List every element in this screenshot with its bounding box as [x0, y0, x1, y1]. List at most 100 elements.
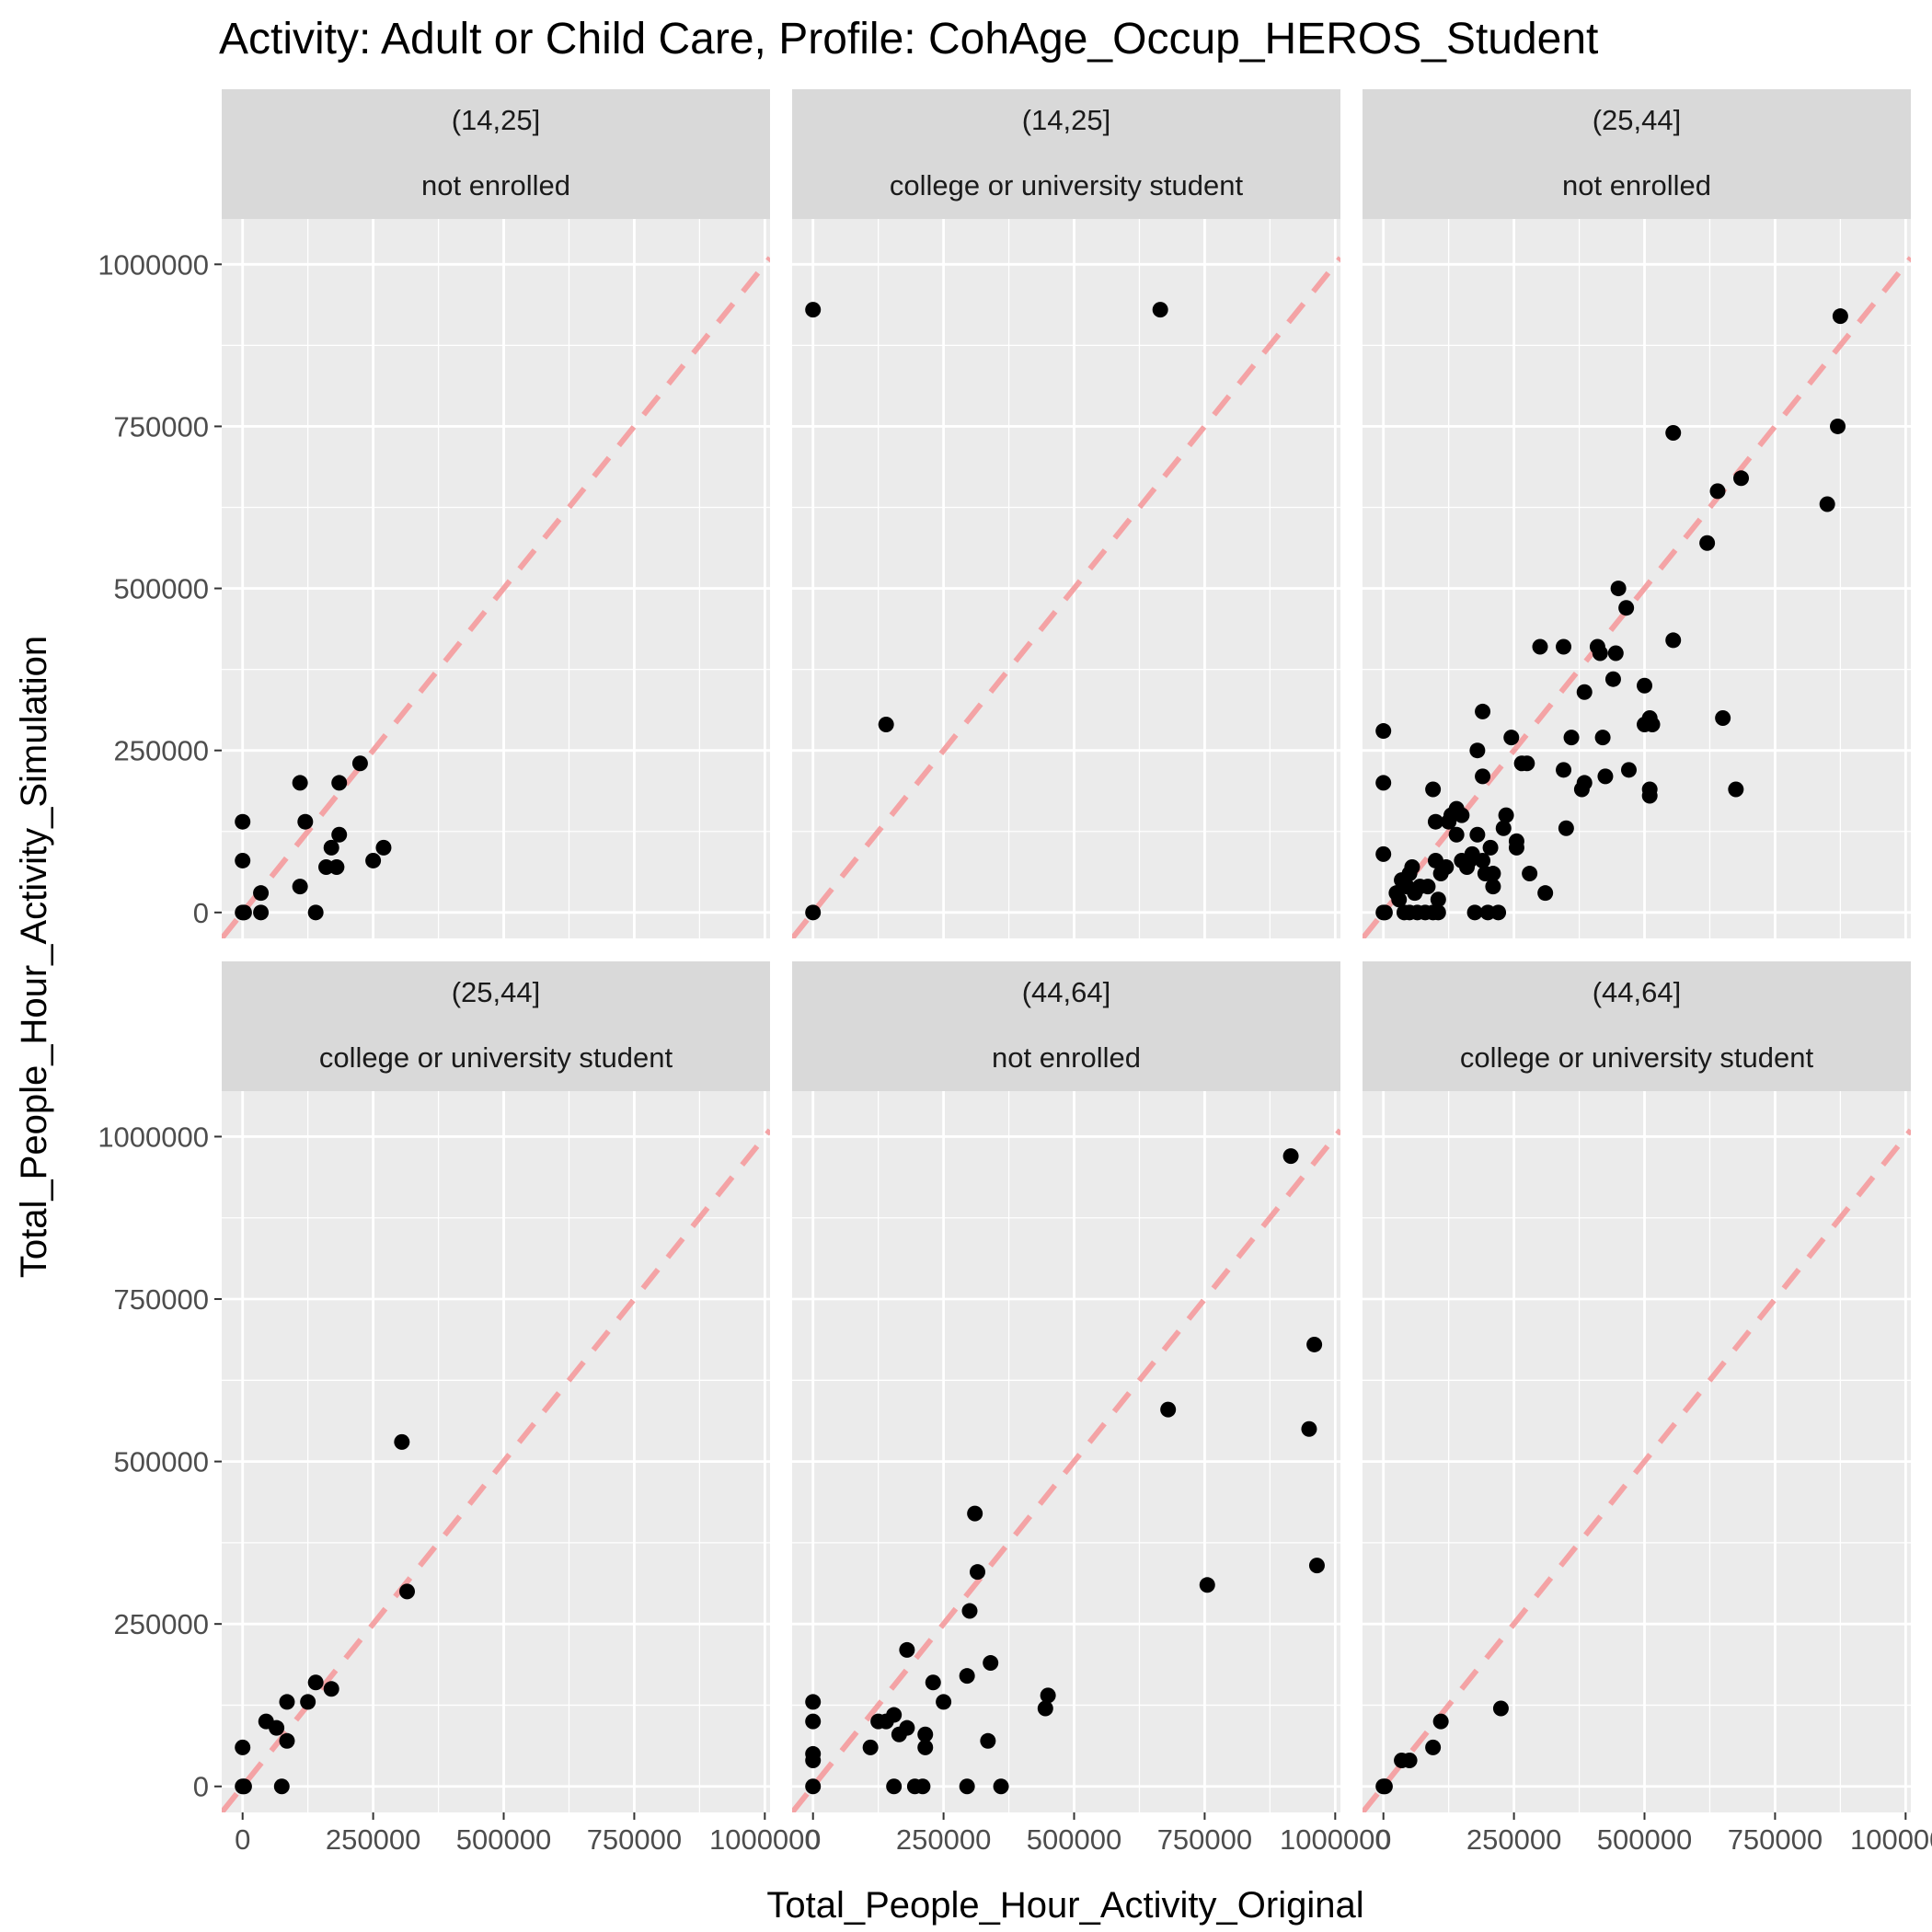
- strip-label: (25,44]: [452, 976, 541, 1008]
- data-point: [1522, 866, 1538, 882]
- x-tick-label: 0: [235, 1823, 250, 1856]
- data-point: [1469, 742, 1486, 759]
- strip-label: (14,25]: [452, 104, 541, 136]
- data-point: [1199, 1577, 1215, 1593]
- data-point: [1709, 483, 1726, 500]
- data-point: [1375, 845, 1392, 862]
- y-tick-label: 0: [193, 1771, 209, 1803]
- panel-background: [792, 219, 1340, 938]
- x-tick-label: 0: [1375, 1823, 1391, 1856]
- data-point: [292, 775, 308, 791]
- data-point: [1404, 859, 1420, 876]
- data-point: [1375, 775, 1392, 791]
- data-point: [805, 1694, 822, 1710]
- x-tick-label: 250000: [896, 1823, 991, 1856]
- data-point: [394, 1433, 410, 1450]
- data-point: [307, 1674, 324, 1691]
- data-point: [1556, 638, 1572, 655]
- data-point: [1475, 768, 1491, 785]
- strip-background: [222, 961, 770, 1091]
- data-point: [1485, 879, 1501, 895]
- data-point: [925, 1674, 941, 1691]
- data-point: [1597, 768, 1614, 785]
- strip-label: college or university student: [319, 1041, 673, 1074]
- x-tick-label: 250000: [326, 1823, 420, 1856]
- data-point: [980, 1732, 996, 1749]
- data-point: [936, 1694, 952, 1710]
- data-point: [805, 1752, 822, 1768]
- data-point: [1556, 762, 1572, 778]
- panel-grid: (14,25] not enrolled 0 250000 500000 750000 10…: [98, 89, 1932, 1856]
- x-tick-label: 1000000: [709, 1823, 821, 1856]
- data-point: [365, 852, 382, 868]
- x-tick-label: 1000000: [1280, 1823, 1391, 1856]
- data-point: [1482, 839, 1499, 856]
- data-point: [1665, 424, 1682, 441]
- data-point: [959, 1668, 975, 1685]
- data-point: [1604, 671, 1621, 687]
- identity-reference-line: [792, 256, 1340, 938]
- data-point: [1832, 308, 1848, 325]
- strip-background: [792, 89, 1340, 219]
- y-tick-label: 0: [193, 897, 209, 929]
- identity-reference-line: [222, 1128, 770, 1812]
- data-point: [1607, 645, 1624, 661]
- data-point: [878, 717, 894, 733]
- panel-background: [792, 1091, 1340, 1812]
- data-point: [1432, 1713, 1449, 1730]
- data-point: [1306, 1336, 1323, 1352]
- identity-reference-line: [222, 256, 770, 938]
- panel-background: [1363, 1091, 1911, 1812]
- panel-background: [222, 1091, 770, 1812]
- data-point: [235, 1739, 251, 1755]
- data-point: [328, 859, 345, 876]
- identity-reference-line: [1363, 1128, 1911, 1812]
- data-point: [1715, 709, 1731, 726]
- data-point: [1665, 632, 1682, 649]
- data-point: [300, 1694, 316, 1710]
- x-tick-label: 250000: [1466, 1823, 1561, 1856]
- strip-label: (44,64]: [1022, 976, 1111, 1008]
- data-point: [273, 1778, 290, 1795]
- strip-label: college or university student: [890, 169, 1244, 201]
- facet-panel-1: (14,25] not enrolled 0 250000 500000 750000 10…: [98, 89, 770, 938]
- facet-panel-3: (25,44] not enrolled: [1363, 89, 1911, 938]
- x-tick-label: 500000: [1027, 1823, 1121, 1856]
- y-tick-label: 1000000: [98, 248, 209, 281]
- x-axis-title: Total_People_Hour_Activity_Original: [766, 1885, 1363, 1926]
- y-tick-label: 500000: [114, 1446, 209, 1478]
- data-point: [1610, 581, 1627, 597]
- data-point: [886, 1778, 903, 1795]
- data-point: [1495, 820, 1512, 836]
- data-point: [1498, 807, 1514, 823]
- data-point: [1301, 1420, 1317, 1437]
- data-point: [899, 1719, 915, 1736]
- strip-background: [1363, 961, 1911, 1091]
- data-point: [1592, 645, 1608, 661]
- data-point: [1376, 1778, 1393, 1795]
- data-point: [307, 904, 324, 921]
- x-tick-label: 500000: [1597, 1823, 1692, 1856]
- panel-plot-area: [222, 219, 770, 938]
- panel-plot-area: [792, 219, 1340, 938]
- y-axis-title: Total_People_Hour_Activity_Simulation: [14, 636, 54, 1278]
- data-point: [1537, 885, 1554, 902]
- data-point: [917, 1739, 934, 1755]
- facet-panel-4: (25,44] college or university student 0 250…: [98, 961, 821, 1856]
- panel-background: [1363, 219, 1911, 938]
- data-point: [805, 1778, 822, 1795]
- data-point: [914, 1778, 931, 1795]
- strip-label: (44,64]: [1593, 976, 1682, 1008]
- data-point: [292, 879, 308, 895]
- strip-label: not enrolled: [1562, 169, 1711, 201]
- data-point: [1430, 904, 1446, 921]
- data-point: [1391, 891, 1408, 908]
- data-point: [1644, 717, 1661, 733]
- x-tick-label: 750000: [1728, 1823, 1823, 1856]
- data-point: [805, 1713, 822, 1730]
- data-point: [961, 1603, 978, 1619]
- data-point: [1558, 820, 1574, 836]
- data-point: [1594, 730, 1611, 746]
- data-point: [269, 1719, 285, 1736]
